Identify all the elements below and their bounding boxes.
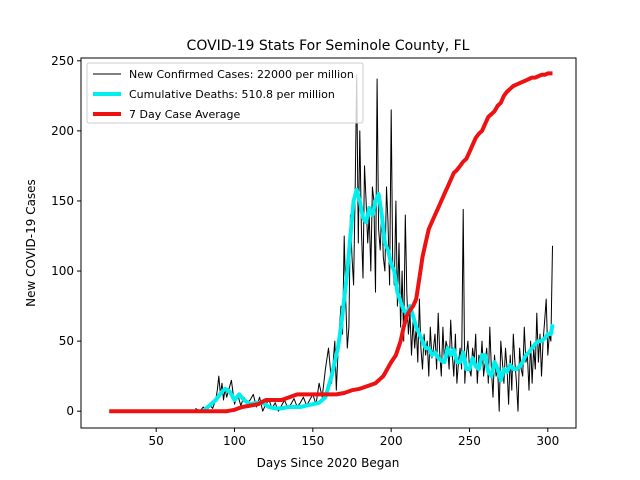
x-axis-label: Days Since 2020 Began xyxy=(257,456,400,470)
legend-entry-new-cases: New Confirmed Cases: 22000 per million xyxy=(93,68,354,81)
y-tick-label: 0 xyxy=(66,404,74,418)
legend: New Confirmed Cases: 22000 per million Cu… xyxy=(86,62,364,124)
y-tick-label: 200 xyxy=(51,124,74,138)
legend-label: 7 Day Case Average xyxy=(129,108,241,121)
x-tick-label: 100 xyxy=(223,434,246,448)
x-tick-label: 150 xyxy=(301,434,324,448)
x-axis: 50 100 150 200 250 300 xyxy=(149,428,559,448)
y-axis: 0 50 100 150 200 250 xyxy=(51,54,81,418)
y-tick-label: 50 xyxy=(59,334,74,348)
y-axis-label: New COVID-19 Cases xyxy=(24,179,38,307)
series-line-7day-average xyxy=(109,71,553,414)
legend-label: New Confirmed Cases: 22000 per million xyxy=(129,68,354,81)
series-layer xyxy=(109,71,555,414)
chart-title: COVID-19 Stats For Seminole County, FL xyxy=(187,38,470,54)
plot-frame xyxy=(80,57,577,429)
x-tick-label: 250 xyxy=(458,434,481,448)
legend-entry-cumulative-deaths: Cumulative Deaths: 510.8 per million xyxy=(93,88,335,101)
x-tick-label: 300 xyxy=(536,434,559,448)
y-tick-label: 100 xyxy=(51,264,74,278)
legend-entry-7day-average: 7 Day Case Average xyxy=(93,108,241,121)
y-tick-label: 150 xyxy=(51,194,74,208)
x-tick-label: 200 xyxy=(380,434,403,448)
legend-box xyxy=(86,62,364,124)
y-tick-label: 250 xyxy=(51,54,74,68)
legend-label: Cumulative Deaths: 510.8 per million xyxy=(129,88,335,101)
x-tick-label: 50 xyxy=(149,434,164,448)
series-line-cumulative-deaths xyxy=(201,187,555,413)
